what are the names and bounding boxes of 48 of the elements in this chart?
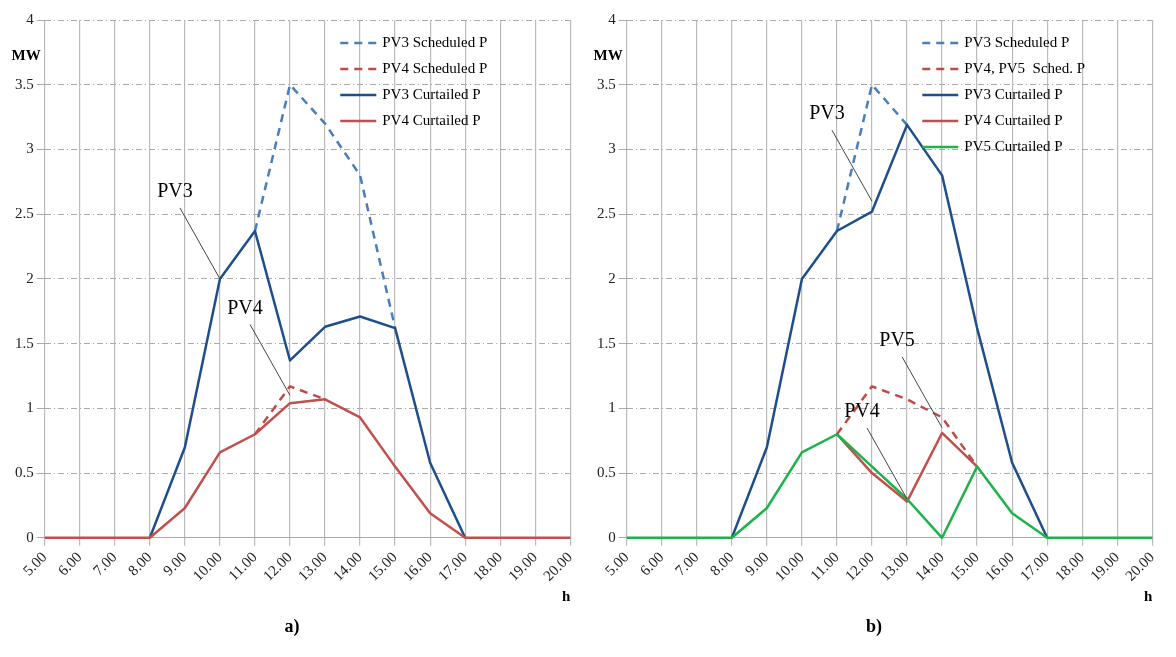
- y-tick-label: 0: [26, 528, 34, 545]
- x-tick-label: 9.00: [159, 548, 190, 579]
- x-tick-label: 6.00: [636, 548, 667, 579]
- x-axis-title: h: [561, 588, 571, 605]
- y-axis-title: MW: [11, 47, 41, 64]
- text: b): [865, 615, 883, 637]
- y-tick-label: 3: [26, 140, 34, 157]
- annotation: PV3: [157, 179, 193, 202]
- legend-label: PV4 Curtailed P: [964, 111, 1063, 128]
- annotation: PV4: [844, 399, 880, 422]
- y-tick-label: 1.5: [597, 334, 616, 351]
- legend-label: PV5 Curtailed P: [964, 137, 1063, 154]
- legend-label: PV3 Curtailed P: [964, 85, 1063, 102]
- y-tick-label: 0.5: [597, 464, 616, 481]
- x-tick-label: 5.00: [19, 548, 50, 579]
- y-tick-label: 0: [608, 528, 616, 545]
- x-tick-label: 5.00: [601, 548, 632, 579]
- y-tick-label: 1: [26, 399, 34, 416]
- y-tick-label: 2: [26, 269, 34, 286]
- x-tick-label: 8.00: [124, 548, 155, 579]
- legend-label: PV4 Curtailed P: [382, 111, 481, 128]
- y-tick-label: 2.5: [597, 205, 616, 222]
- annotation: PV4: [227, 295, 263, 318]
- annotation: PV5: [879, 328, 915, 351]
- y-tick-label: 1.5: [15, 334, 34, 351]
- legend-label: PV3 Scheduled P: [964, 33, 1070, 50]
- legend-label: PV4 Scheduled P: [382, 59, 488, 76]
- y-tick-label: 0.5: [15, 464, 34, 481]
- legend-label: PV3 Curtailed P: [382, 85, 481, 102]
- x-tick-label: 8.00: [706, 548, 737, 579]
- x-tick-label: 9.00: [741, 548, 772, 579]
- text: a): [284, 615, 300, 637]
- x-axis-title: h: [1143, 588, 1153, 605]
- annotation: PV3: [809, 101, 845, 124]
- y-tick-label: 3.5: [597, 75, 616, 92]
- y-tick-label: 3.5: [15, 75, 34, 92]
- x-tick-label: 7.00: [671, 548, 702, 579]
- x-tick-label: 7.00: [89, 548, 120, 579]
- legend-label: PV4, PV5 Sched. P: [964, 59, 1086, 76]
- legend-label: PV3 Scheduled P: [382, 33, 488, 50]
- y-tick-label: 4: [608, 10, 617, 27]
- y-tick-label: 1: [608, 399, 616, 416]
- y-tick-label: 4: [26, 10, 35, 27]
- y-tick-label: 2: [608, 269, 616, 286]
- y-axis-title: MW: [593, 47, 623, 64]
- y-tick-label: 2.5: [15, 205, 34, 222]
- x-tick-label: 6.00: [54, 548, 85, 579]
- y-tick-label: 3: [608, 140, 616, 157]
